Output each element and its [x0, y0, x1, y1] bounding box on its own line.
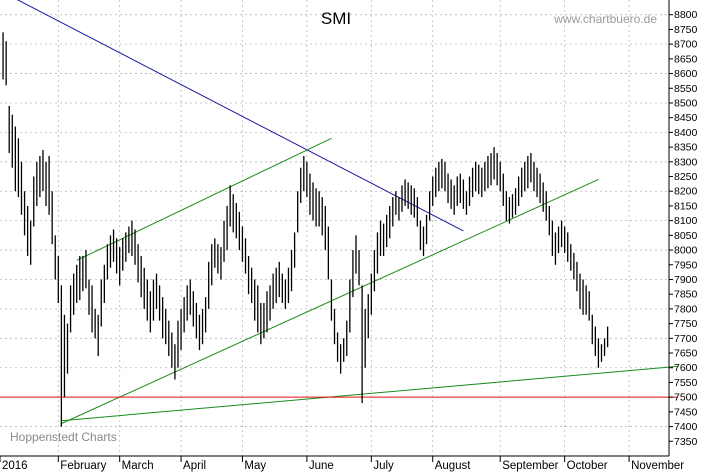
chart-title: SMI: [321, 9, 351, 28]
x-tick-label: November: [631, 460, 684, 472]
y-tick-label: 7750: [674, 318, 698, 330]
y-tick-label: 8750: [674, 24, 698, 36]
y-tick-label: 7350: [674, 436, 698, 448]
y-tick-label: 8100: [674, 215, 698, 227]
y-tick-label: 8150: [674, 200, 698, 212]
y-tick-label: 7650: [674, 348, 698, 360]
x-axis: 2016 February March April May June July August S…: [0, 456, 684, 472]
x-tick-label: June: [309, 460, 334, 472]
x-tick-label: April: [183, 460, 206, 472]
watermark: www.chartbuero.de: [553, 12, 657, 26]
x-tick-label: 2016: [2, 460, 28, 472]
y-tick-label: 7850: [674, 289, 698, 301]
x-tick-label: October: [567, 460, 608, 472]
y-tick-label: 7800: [674, 303, 698, 315]
y-tick-label: 8050: [674, 230, 698, 242]
y-tick-label: 8400: [674, 127, 698, 139]
y-tick-label: 8500: [674, 97, 698, 109]
x-tick-label: February: [60, 460, 106, 472]
x-tick-label: May: [244, 460, 266, 472]
y-tick-label: 7950: [674, 259, 698, 271]
grid-lines: [0, 0, 669, 456]
trendlines: [0, 0, 679, 425]
y-tick-label: 8450: [674, 112, 698, 124]
y-tick-label: 8800: [674, 9, 698, 21]
trend-channel-line: [61, 365, 679, 422]
y-tick-label: 7700: [674, 333, 698, 345]
y-tick-label: 7600: [674, 362, 698, 374]
y-tick-label: 8700: [674, 39, 698, 51]
y-tick-label: 7900: [674, 274, 698, 286]
y-tick-label: 7450: [674, 406, 698, 418]
price-bars: [2, 32, 609, 427]
plot-background: [0, 0, 669, 456]
y-tick-label: 8650: [674, 53, 698, 65]
x-tick-label: August: [435, 460, 472, 472]
y-tick-label: 7500: [674, 392, 698, 404]
y-tick-label: 8300: [674, 156, 698, 168]
source-label: Hoppenstedt Charts: [10, 430, 117, 444]
y-tick-label: 8350: [674, 142, 698, 154]
y-tick-label: 8550: [674, 83, 698, 95]
y-tick-label: 8600: [674, 68, 698, 80]
y-tick-label: 8200: [674, 186, 698, 198]
y-axis: 7350 7400 7450 7500 7550 7600 7650 7700 7750 7800…: [669, 9, 698, 448]
y-tick-label: 7400: [674, 421, 698, 433]
trend-channel-line: [76, 137, 332, 261]
y-tick-label: 8250: [674, 171, 698, 183]
x-tick-label: July: [373, 460, 394, 472]
x-tick-label: September: [502, 460, 558, 472]
y-tick-label: 8000: [674, 245, 698, 257]
downtrend-line: [16, 0, 464, 232]
x-tick-label: March: [122, 460, 154, 472]
y-tick-label: 7550: [674, 377, 698, 389]
